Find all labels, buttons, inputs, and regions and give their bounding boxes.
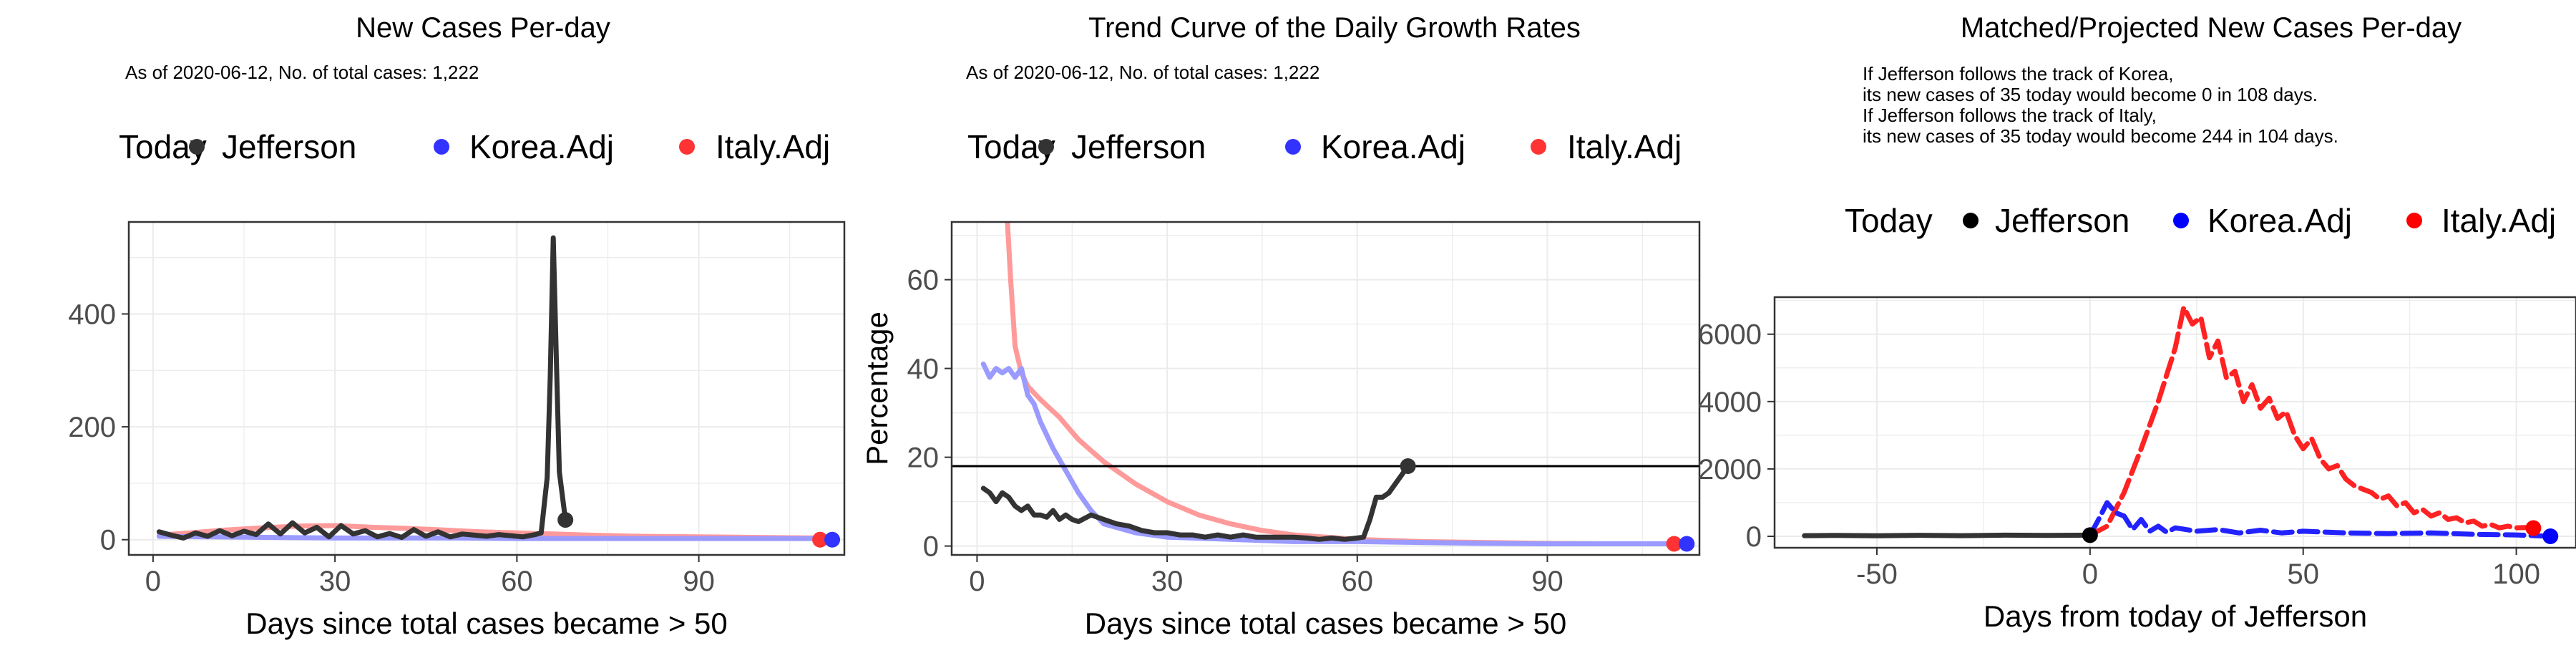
series-line-jefferson: [156, 235, 568, 541]
x-axis-label: Days since total cases became > 50: [1085, 606, 1567, 640]
legend-entry: Korea.Adj: [2207, 202, 2352, 239]
series-line-italy-adj: [2087, 304, 2536, 538]
series-line-jefferson: [980, 463, 1411, 542]
x-tick-label: 30: [319, 566, 351, 597]
x-tick-label: 90: [1531, 566, 1563, 597]
series-line-korea-adj: [2087, 500, 2553, 539]
legend-key: [434, 139, 449, 155]
y-tick-label: 0: [1746, 521, 1762, 553]
series-line-jefferson: [1802, 532, 2093, 538]
today-point-jefferson: [2082, 527, 2098, 543]
panel-projected-cases: Matched/Projected New Cases Per-day If Je…: [1698, 12, 2576, 633]
today-point-italy-adj: [812, 531, 829, 548]
y-tick-label: 2000: [1698, 454, 1762, 485]
legend-entry: Italy.Adj: [1567, 128, 1682, 165]
legend-key: [1963, 213, 1979, 228]
x-axis-label: Days since total cases became > 50: [245, 606, 728, 640]
plot-background: [952, 222, 1699, 555]
legend-entry: Jefferson: [222, 128, 356, 165]
x-axis-label: Days from today of Jefferson: [1984, 599, 2367, 633]
chart-subtitle: As of 2020-06-12, No. of total cases: 1,…: [125, 62, 479, 83]
x-tick-label: -50: [1856, 558, 1898, 590]
plot-border: [950, 221, 1701, 556]
legend-entry: Jefferson: [1995, 202, 2129, 239]
legend-key: [1038, 139, 1054, 155]
legend-key: [2406, 213, 2422, 228]
today-point-korea-adj: [1679, 536, 1695, 552]
y-tick-label: 60: [907, 265, 940, 296]
plot-area: [952, 222, 1699, 552]
y-tick-label: 6000: [1698, 319, 1762, 351]
x-tick-label: 0: [2082, 558, 2098, 590]
x-tick-label: 0: [145, 566, 161, 597]
panel-growth-rates: Trend Curve of the Daily Growth Rates As …: [860, 12, 1701, 640]
chart-title: Trend Curve of the Daily Growth Rates: [1088, 12, 1581, 44]
legend-entry: Italy.Adj: [2441, 202, 2556, 239]
plot-border: [1773, 296, 2576, 549]
chart-subtitle: As of 2020-06-12, No. of total cases: 1,…: [966, 62, 1319, 83]
today-point-italy-adj: [1666, 536, 1682, 552]
legend-key: [189, 139, 205, 155]
legend-entry: Korea.Adj: [1321, 128, 1465, 165]
legend-key: [2173, 213, 2189, 228]
chart-subtitle: its new cases of 35 today would become 2…: [1863, 125, 2338, 147]
today-point-jefferson: [557, 512, 574, 528]
y-tick-label: 200: [68, 412, 116, 443]
x-tick-label: 50: [2287, 558, 2319, 590]
y-tick-label: 20: [907, 443, 940, 474]
y-tick-label: 40: [907, 354, 940, 385]
plot-border: [127, 221, 846, 556]
series-line-korea-adj: [980, 361, 1689, 546]
legend-entry: Korea.Adj: [469, 128, 614, 165]
chart-subtitle: If Jefferson follows the track of Italy,: [1863, 105, 2157, 126]
x-tick-label: 60: [1342, 566, 1374, 597]
x-tick-label: 100: [2492, 558, 2540, 590]
legend-title: Today: [1845, 202, 1933, 239]
y-tick-label: 4000: [1698, 387, 1762, 418]
y-tick-label: 400: [68, 299, 116, 330]
plot-area: [156, 235, 841, 548]
chart-subtitle: its new cases of 35 today would become 0…: [1863, 84, 2318, 105]
y-tick-label: 0: [100, 525, 116, 556]
plot-background: [129, 222, 844, 555]
y-tick-label: 0: [923, 531, 939, 563]
x-tick-label: 30: [1151, 566, 1184, 597]
x-tick-label: 0: [969, 566, 985, 597]
x-tick-label: 90: [683, 566, 715, 597]
today-point-korea-adj: [824, 531, 841, 548]
chart-title: New Cases Per-day: [356, 12, 610, 44]
today-point-korea-adj: [2542, 528, 2559, 545]
legend-entry: Italy.Adj: [716, 128, 830, 165]
today-point-jefferson: [1400, 458, 1416, 474]
chart-subtitle: If Jefferson follows the track of Korea,: [1863, 63, 2174, 84]
today-point-italy-adj: [2525, 520, 2542, 536]
x-tick-label: 60: [501, 566, 533, 597]
legend-key: [1531, 139, 1546, 155]
panel-new-cases: New Cases Per-day As of 2020-06-12, No. o…: [68, 12, 846, 640]
legend-entry: Jefferson: [1071, 128, 1206, 165]
y-axis-label: Percentage: [860, 311, 894, 465]
legend-key: [1285, 139, 1301, 155]
chart-title: Matched/Projected New Cases Per-day: [1961, 12, 2462, 44]
plot-area: [1802, 304, 2559, 545]
legend-key: [679, 139, 695, 155]
